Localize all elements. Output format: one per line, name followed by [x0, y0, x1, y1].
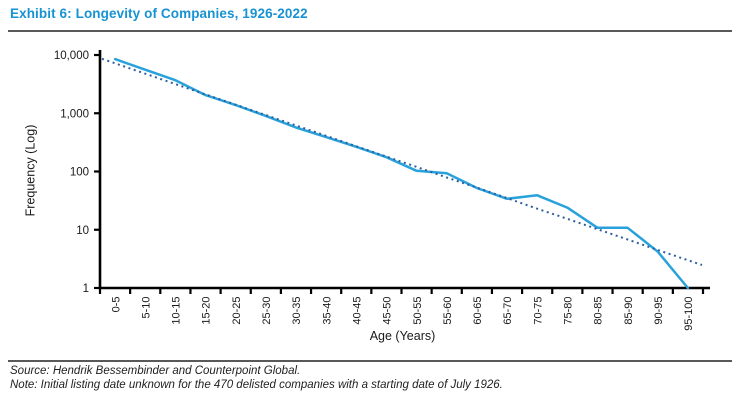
x-tick-label: 65-70	[502, 297, 514, 325]
x-tick-label: 5-10	[140, 297, 152, 319]
y-tick-label: 10,000	[54, 50, 89, 62]
longevity-line-chart: 10,000 1,000 100 10 1 0-5 5-10 10-15 15-20 20-25 2…	[54, 50, 710, 331]
x-tick-label: 15-20	[201, 297, 213, 325]
x-tick-label: 85-90	[623, 297, 635, 325]
x-tick-label: 0-5	[110, 297, 122, 313]
note-text: Note: Initial listing date unknown for t…	[10, 379, 503, 391]
x-tick-label: 40-45	[351, 297, 363, 325]
footer-divider	[8, 360, 732, 362]
x-tick-label: 60-65	[472, 297, 484, 325]
x-tick-label: 20-25	[231, 297, 243, 325]
x-tick-label: 95-100	[683, 297, 695, 331]
y-tick-label: 100	[70, 167, 89, 179]
source-text: Source: Hendrik Bessembinder and Counter…	[10, 365, 301, 377]
x-tick-label: 30-35	[291, 297, 303, 325]
x-tick-label: 90-95	[653, 297, 665, 325]
y-tick-label: 1	[83, 283, 89, 295]
x-tick-label: 25-30	[261, 297, 273, 325]
x-tick-label: 75-80	[563, 297, 575, 325]
x-tick-label: 80-85	[593, 297, 605, 325]
title-divider	[8, 30, 732, 32]
x-tick-label: 45-50	[382, 297, 394, 325]
x-tick-label: 35-40	[321, 297, 333, 325]
x-tick-label: 70-75	[532, 297, 544, 325]
x-axis-title: Age (Years)	[369, 329, 436, 343]
x-tick-label: 10-15	[171, 297, 183, 325]
y-axis-title: Frequency (Log)	[23, 124, 38, 217]
y-tick-label: 10	[76, 225, 89, 237]
x-tick-label: 55-60	[442, 297, 454, 325]
exponential-trend-line	[101, 57, 703, 266]
exhibit-title: Exhibit 6: Longevity of Companies, 1926-…	[10, 6, 308, 21]
x-tick-label: 50-55	[412, 297, 424, 325]
frequency-line	[113, 57, 690, 290]
y-tick-label: 1,000	[60, 108, 89, 120]
